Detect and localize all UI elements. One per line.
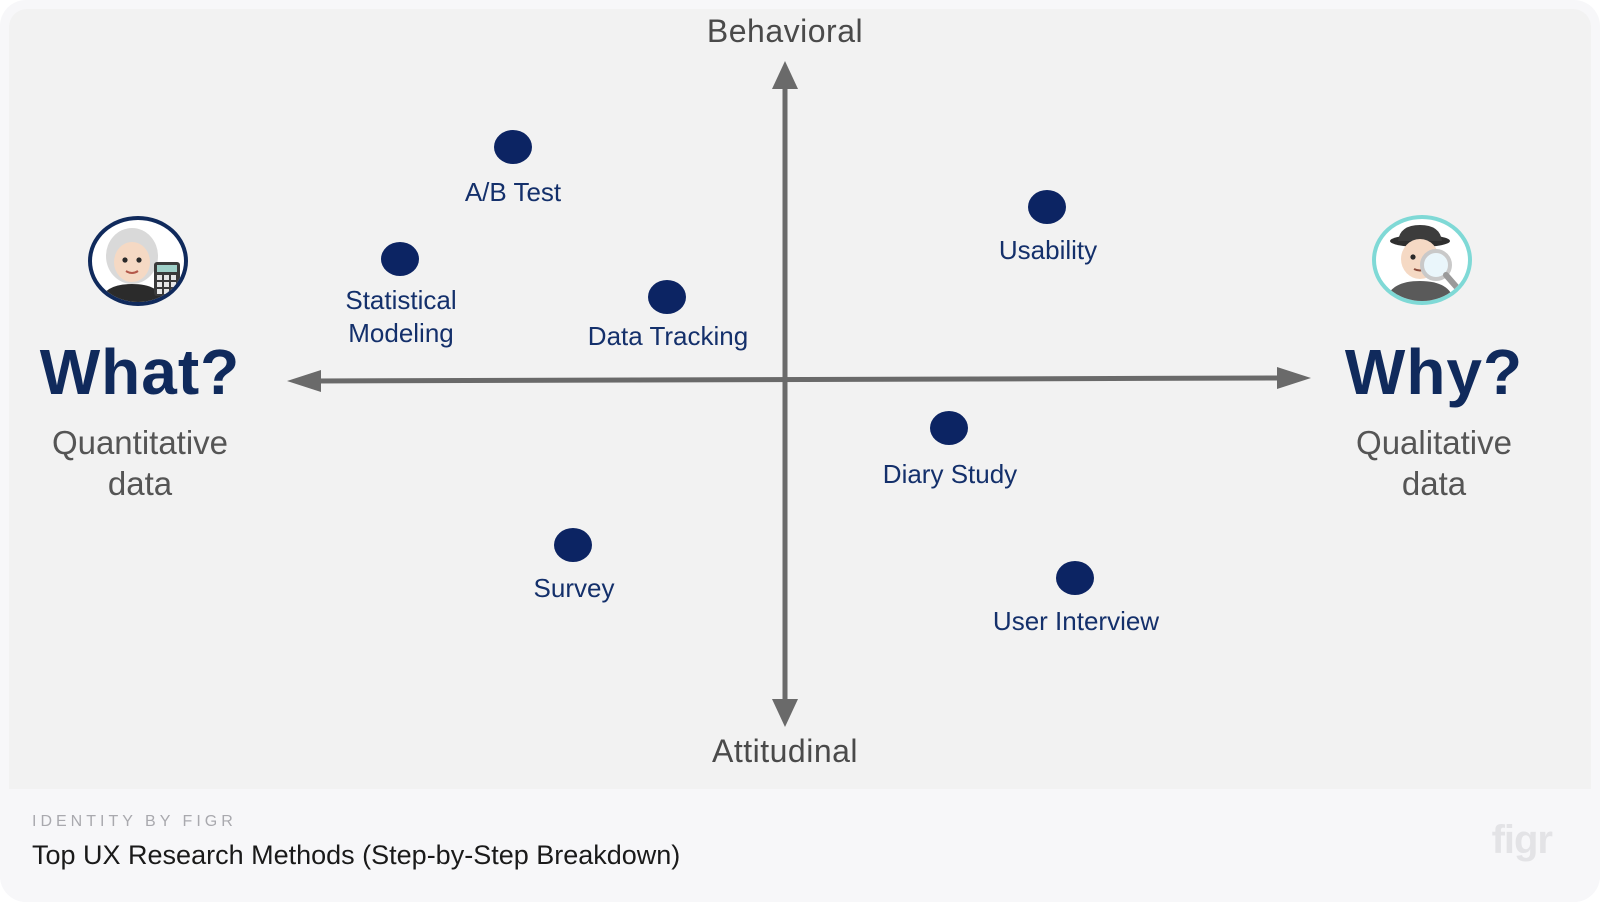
left-subtitle-line2: data — [107, 465, 173, 502]
horizontal-axis — [314, 375, 1282, 384]
point-user-interview — [1056, 561, 1094, 595]
label-survey: Survey — [533, 573, 615, 603]
point-statistical-modeling — [381, 242, 419, 276]
axis-arrow-down — [772, 699, 798, 727]
axis-arrow-up — [772, 61, 798, 89]
detective-with-magnifier-icon — [1386, 225, 1463, 301]
label-user-interview: User Interview — [992, 606, 1160, 636]
left-subtitle-line1: Quantitative — [51, 424, 229, 461]
right-subtitle-line1: Qualitative — [1356, 424, 1512, 461]
axis-arrow-left — [287, 370, 321, 392]
axis-label-attitudinal: Attitudinal — [711, 733, 859, 769]
avatar-qualitative — [1372, 215, 1472, 305]
axes — [287, 61, 1311, 727]
label-diary-study: Diary Study — [882, 459, 1018, 489]
figr-logo: figr — [1491, 818, 1553, 862]
point-ab-test — [494, 130, 532, 164]
label-data-tracking: Data Tracking — [587, 321, 749, 351]
right-title: Why? — [1344, 336, 1524, 408]
left-title: What? — [39, 336, 241, 408]
woman-with-calculator-icon — [100, 228, 180, 302]
footer-brand: IDENTITY BY FIGR — [32, 813, 237, 830]
footer-title: Top UX Research Methods (Step-by-Step Br… — [32, 840, 681, 870]
label-statistical-modeling-line1: Statistical — [345, 285, 457, 315]
point-usability — [1028, 190, 1066, 224]
label-ab-test: A/B Test — [464, 177, 562, 207]
research-methods-diagram: Behavioral Attitudinal — [9, 9, 1591, 789]
right-subtitle-line2: data — [1401, 465, 1467, 502]
axis-arrow-right — [1277, 367, 1311, 389]
point-survey — [554, 528, 592, 562]
axis-label-behavioral: Behavioral — [706, 13, 864, 49]
avatar-quantitative — [88, 216, 188, 306]
label-usability: Usability — [998, 235, 1098, 265]
footer — [0, 789, 1600, 902]
label-statistical-modeling-line2: Modeling — [348, 318, 454, 348]
point-diary-study — [930, 411, 968, 445]
point-data-tracking — [648, 280, 686, 314]
